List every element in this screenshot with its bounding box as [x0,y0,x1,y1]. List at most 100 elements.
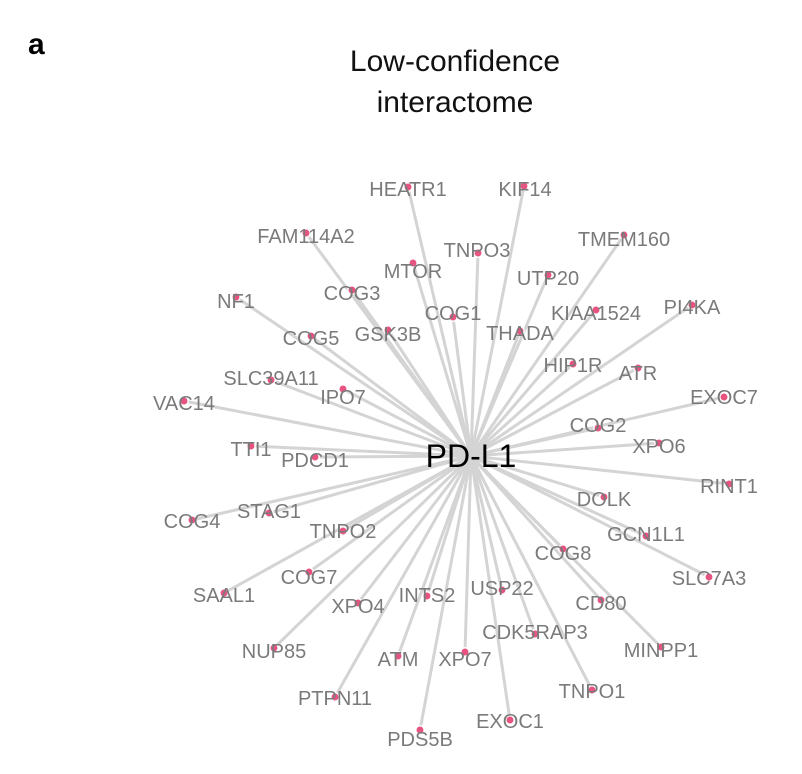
node-dot-cog8 [558,544,568,554]
node-label-fam114a2: FAM114A2 [257,226,354,248]
node-dot-stag1 [264,508,274,518]
node-label-xpo4: XPO4 [331,596,384,618]
edge-pds5b [418,454,473,732]
node-dot-tti1 [246,441,256,451]
node-label-tnpo1: TNPO1 [559,681,626,703]
edge-dolk [469,454,606,499]
node-dot-vac14 [179,396,189,406]
edge-pi4ka [469,303,694,458]
node-dot-cog3 [347,285,357,295]
node-label-cog8: COG8 [535,543,592,565]
node-label-saal1: SAAL1 [193,585,255,607]
node-dot-nup85 [269,643,279,653]
node-dot-atr [633,363,643,373]
node-dot-cog1 [448,312,458,322]
edge-tti1 [249,444,473,458]
hub-node-label: PD-L1 [426,438,517,474]
node-label-ptpn11: PTPN11 [298,688,372,710]
node-label-cd80: CD80 [575,593,626,615]
node-layer: HEATR1 KIF14 FAM114A2 TNPO3 TMEM160 MTOR UTP20… [153,179,758,751]
node-label-cog1: COG1 [425,303,482,325]
node-label-cog2: COG2 [570,415,627,437]
edge-tnpo3 [469,251,480,458]
node-label-minpp1: MINPP1 [624,640,698,662]
edge-atm [396,454,473,658]
node-dot-xpo6 [654,438,664,448]
node-label-stag1: STAG1 [237,501,301,523]
node-dot-pds5b [415,725,425,735]
edge-stag1 [267,454,473,515]
node-label-exoc7: EXOC7 [690,387,758,409]
node-label-slc7a3: SLC7A3 [672,568,747,590]
edge-cog5 [309,334,473,458]
node-label-gsk3b: GSK3B [355,324,422,346]
title-line-2: interactome [377,86,534,119]
edge-ptpn11 [333,454,473,699]
node-label-nup85: NUP85 [242,641,306,663]
node-label-nf1: NF1 [217,291,255,313]
node-dot-kiaa1524 [591,305,601,315]
node-dot-utp20 [543,270,553,280]
edge-cog1 [451,315,473,458]
edge-nup85 [272,454,473,650]
node-dot-exoc1 [505,715,515,725]
node-dot-usp22 [497,585,507,595]
node-label-ints2: INTS2 [399,585,456,607]
edge-xpo4 [356,454,473,605]
node-label-slc39a11: SLC39A11 [223,368,318,390]
node-dot-ipo7 [338,384,348,394]
node-dot-pi4ka [687,300,697,310]
edge-ipo7 [341,387,473,458]
node-dot-fam114a2 [301,228,311,238]
edge-xpo6 [469,441,661,458]
node-label-atr: ATR [619,363,658,385]
edge-pdcd1 [313,454,473,459]
edge-kif14 [469,184,526,458]
edge-cog4 [190,454,473,522]
edge-rint1 [469,454,731,486]
node-dot-slc39a11 [266,375,276,385]
edge-kiaa1524 [469,308,598,458]
node-dot-kif14 [519,181,529,191]
node-label-pdcd1: PDCD1 [281,450,349,472]
node-dot-hip1r [568,359,578,369]
node-label-utp20: UTP20 [517,268,579,290]
node-dot-cog4 [187,515,197,525]
node-label-cog3: COG3 [324,283,381,305]
edge-gsk3b [386,328,473,458]
node-dot-cog7 [304,567,314,577]
edge-hip1r [469,362,575,458]
edge-xpo7 [463,454,473,654]
edge-mtor [411,261,473,458]
node-label-thada: THADA [486,323,554,345]
edge-atr [469,366,640,458]
node-dot-dolk [599,492,609,502]
edge-slc7a3 [469,454,711,579]
edge-cd80 [469,454,603,602]
edge-tmem160 [469,233,626,458]
node-dot-saal1 [219,588,229,598]
node-dot-atm [393,651,403,661]
node-label-cog5: COG5 [283,328,340,350]
node-label-tnpo2: TNPO2 [310,521,377,543]
edge-layer [182,184,731,732]
node-label-mtor: MTOR [384,261,443,283]
node-dot-tnpo2 [338,526,348,536]
node-dot-cdk5rap3 [530,629,540,639]
node-label-rint1: RINT1 [700,476,758,498]
node-label-cog4: COG4 [164,511,221,533]
panel-letter: a [28,28,45,61]
node-dot-xpo7 [460,647,470,657]
node-dot-ptpn11 [330,692,340,702]
node-dot-pdcd1 [310,452,320,462]
node-dot-cog5 [306,331,316,341]
node-label-tmem160: TMEM160 [578,229,670,251]
node-label-cog7: COG7 [281,567,338,589]
node-label-kiaa1524: KIAA1524 [551,303,641,325]
node-label-xpo7: XPO7 [438,649,491,671]
node-label-pds5b: PDS5B [387,729,453,751]
node-dot-exoc7 [719,392,729,402]
node-label-cdk5rap3: CDK5RAP3 [482,622,588,644]
node-label-xpo6: XPO6 [632,436,685,458]
node-dot-xpo4 [353,598,363,608]
